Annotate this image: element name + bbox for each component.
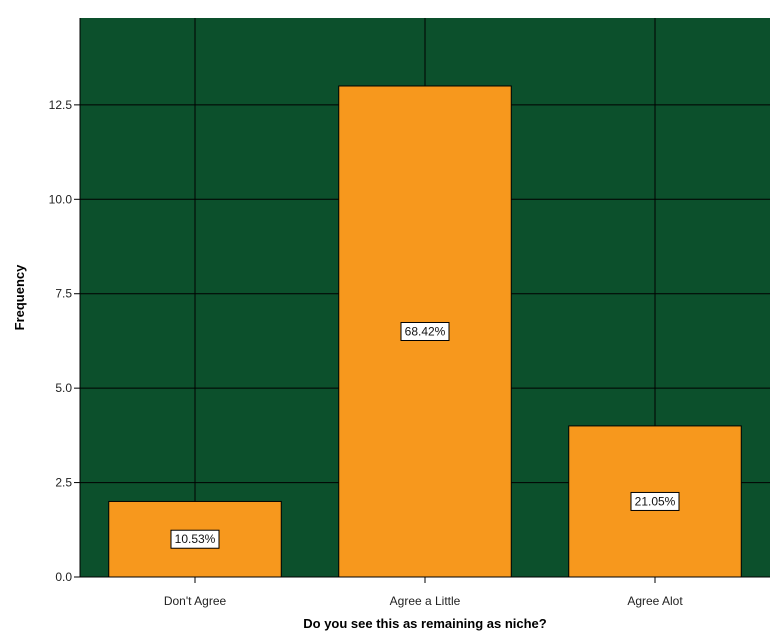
y-tick-label: 5.0 [55, 381, 72, 395]
y-tick-label: 2.5 [55, 476, 72, 490]
axes: 0.0 2.5 5.0 7.5 10.0 12.5 Don't Agree Agree a L… [49, 18, 770, 608]
x-tick-label: Agree Alot [627, 594, 683, 608]
data-label: 10.53% [175, 532, 216, 546]
y-tick-label: 7.5 [55, 287, 72, 301]
y-axis-title: Frequency [12, 264, 27, 331]
data-label-box [630, 491, 680, 511]
x-axis-title: Do you see this as remaining as niche? [303, 616, 547, 631]
y-tick-label: 12.5 [49, 98, 73, 112]
data-label: 21.05% [635, 494, 676, 508]
x-tick-label: Don't Agree [164, 594, 227, 608]
data-label-box [170, 529, 220, 549]
x-tick-label: Agree a Little [390, 594, 461, 608]
y-tick-label: 10.0 [49, 192, 73, 206]
y-tick-label: 0.0 [55, 570, 72, 584]
data-labels: 10.53% 68.42% 21.05% [170, 321, 680, 549]
data-label-box [400, 321, 450, 341]
data-label: 68.42% [405, 324, 446, 338]
